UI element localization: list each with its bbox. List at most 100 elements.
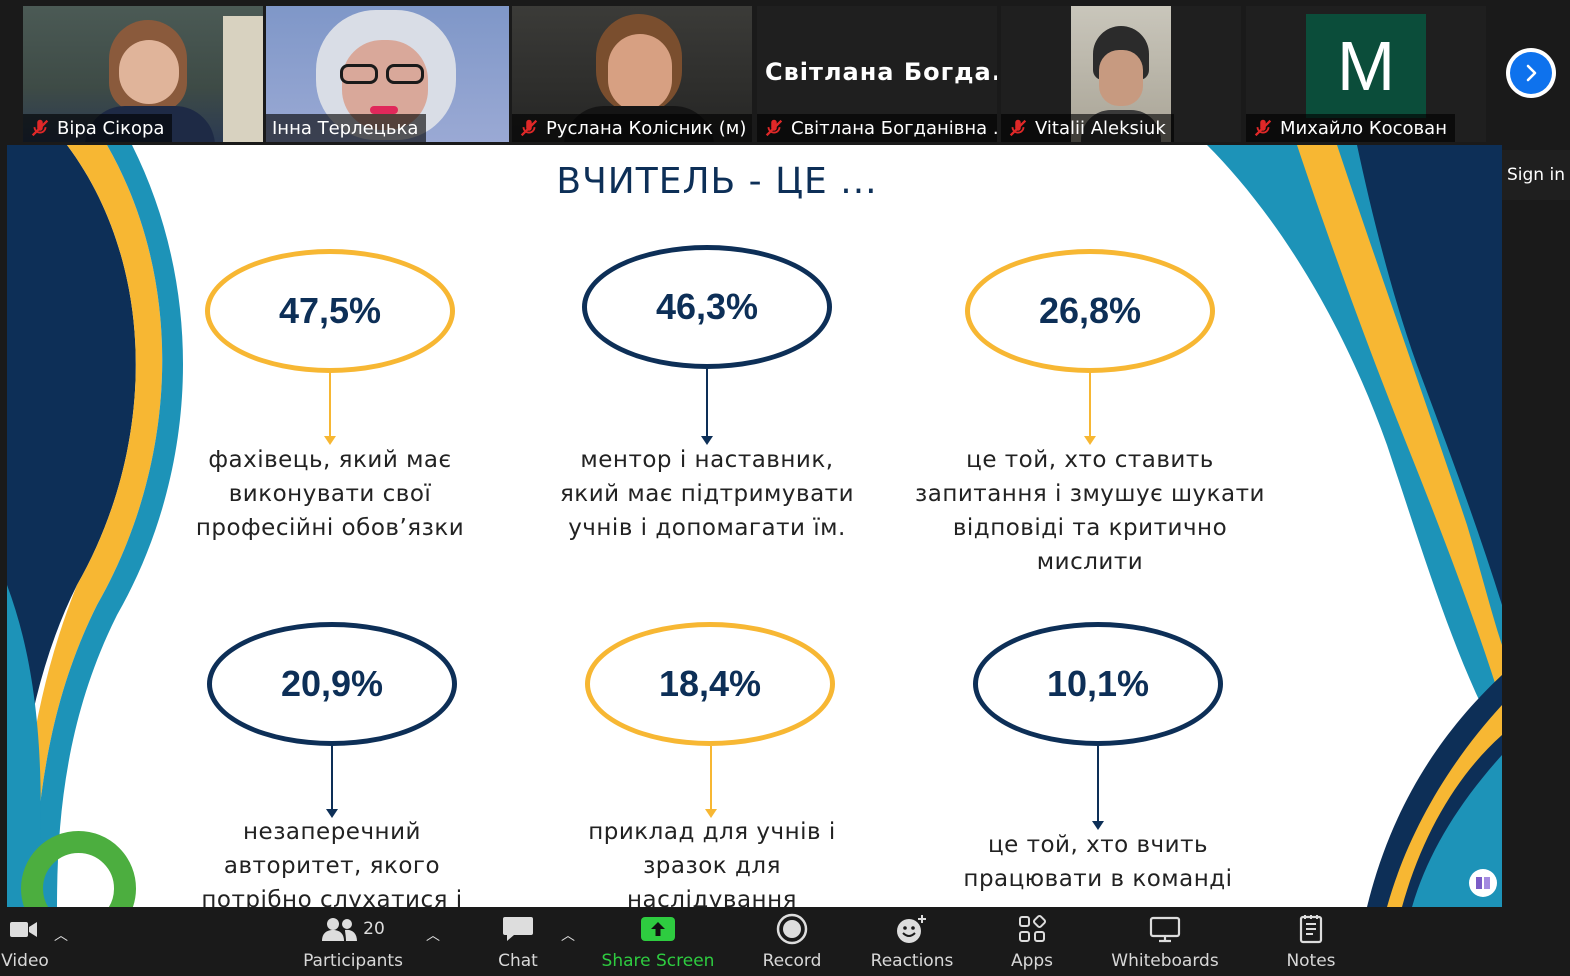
participant-name-tag: Інна Терлецька <box>266 114 427 142</box>
stat-description-line: працювати в команді <box>963 866 1233 892</box>
participant-name-tag: Руслана Колісник (м) <box>512 114 752 142</box>
mic-muted-icon <box>520 119 538 137</box>
stat-description-line: це той, хто вчить <box>987 832 1209 858</box>
video-options-caret-icon[interactable]: ︿ <box>54 928 68 944</box>
chevron-right-icon <box>1510 52 1552 94</box>
stat-oval: 26,8% <box>965 249 1215 373</box>
stat-description: це той, хто ставить запитання і змушує ш… <box>900 443 1280 579</box>
participant-name: Світлана Богданівна ... <box>791 117 997 139</box>
stat-description-line: зразок для <box>643 853 781 879</box>
participant-name: Vitalii Aleksiuk <box>1035 117 1166 139</box>
share-screen-button[interactable]: Share Screen <box>598 907 718 976</box>
stat-oval: 47,5% <box>205 249 455 373</box>
record-button[interactable]: Record <box>756 907 828 976</box>
next-page-button[interactable] <box>1506 48 1556 98</box>
stat-description-line: учнів і допомагати їм. <box>568 515 846 541</box>
arrow-down-icon <box>1084 373 1096 445</box>
chat-options-caret-icon[interactable]: ︿ <box>561 928 575 944</box>
stat-description: фахівець, який має виконувати свої профе… <box>180 443 480 545</box>
shared-slide: ВЧИТЕЛЬ - ЦЕ ... 47,5% фахівець, який ма… <box>7 145 1502 907</box>
video-camera-icon <box>10 907 40 951</box>
stat-description: ментор і наставник, який має підтримуват… <box>547 443 867 545</box>
mic-muted-icon <box>1009 119 1027 137</box>
participant-name: Руслана Колісник (м) <box>546 117 747 139</box>
mic-muted-icon <box>765 119 783 137</box>
stat-description-line: авторитет, якого <box>223 853 441 879</box>
arrow-down-icon <box>326 746 338 818</box>
apps-button[interactable]: Apps <box>1006 907 1058 976</box>
participant-tile[interactable]: Віра Сікора <box>23 6 263 142</box>
reactions-label: Reactions <box>870 951 954 971</box>
stat-description-line: запитання і змушує шукати <box>915 481 1265 507</box>
share-screen-label: Share Screen <box>601 951 715 971</box>
notes-label: Notes <box>1286 951 1336 971</box>
participants-count: 20 <box>363 919 385 939</box>
stat-oval: 10,1% <box>973 622 1223 746</box>
stat-description-line: виконувати свої <box>228 481 432 507</box>
whiteboard-icon <box>1149 907 1181 951</box>
record-label: Record <box>762 951 822 971</box>
chat-button[interactable]: Chat <box>493 907 543 976</box>
participant-strip: Віра Сікора Інна Терлецька Руслана Коліс… <box>0 0 1570 145</box>
apps-icon <box>1017 907 1047 951</box>
stat-description-line: приклад для учнів і <box>588 819 836 845</box>
participant-name-tag: Михайло Косован <box>1246 114 1455 142</box>
stat-oval: 46,3% <box>582 245 832 369</box>
chat-bubble-icon <box>502 907 534 951</box>
arrow-down-icon <box>324 373 336 445</box>
participant-tile[interactable]: Світлана Богда... Світлана Богданівна ..… <box>757 6 997 142</box>
participants-icon <box>322 918 358 941</box>
participants-icon-group: 20 <box>321 907 385 951</box>
participant-name: Михайло Косован <box>1280 117 1447 139</box>
stat-description-line: фахівець, який має <box>208 447 452 473</box>
stat-description-line: мислити <box>1036 549 1144 575</box>
chat-label: Chat <box>498 951 538 971</box>
participant-name: Віра Сікора <box>57 117 165 139</box>
record-icon <box>776 907 808 951</box>
participants-options-caret-icon[interactable]: ︿ <box>426 928 440 944</box>
participant-name: Інна Терлецька <box>272 117 419 139</box>
video-button[interactable]: Video <box>0 907 50 976</box>
arrow-down-icon <box>701 369 713 445</box>
apps-label: Apps <box>1010 951 1054 971</box>
participants-label: Participants <box>303 951 403 971</box>
video-label: Video <box>1 951 49 971</box>
stat-description: приклад для учнів і зразок для наслідува… <box>562 815 862 907</box>
mic-muted-icon <box>1254 119 1272 137</box>
stat-description: це той, хто вчить працювати в команді <box>948 828 1248 896</box>
participant-name-tag: Віра Сікора <box>23 114 173 142</box>
arrow-down-icon <box>705 746 717 818</box>
whiteboards-label: Whiteboards <box>1111 951 1219 971</box>
participant-video <box>23 6 263 142</box>
stat-description-line: це той, хто ставить <box>966 447 1214 473</box>
stat-description: незаперечний авторитет, якого потрібно с… <box>182 815 482 907</box>
arrow-down-icon <box>1092 746 1104 830</box>
notes-button[interactable]: Notes <box>1282 907 1340 976</box>
reactions-smiley-icon <box>895 907 929 951</box>
book-icon[interactable] <box>1469 869 1497 897</box>
whiteboards-button[interactable]: Whiteboards <box>1106 907 1224 976</box>
participant-tile-active[interactable]: Інна Терлецька <box>266 6 509 142</box>
stat-description-line: відповіді та критично <box>952 515 1228 541</box>
meeting-toolbar: Video ︿ 20 Participants ︿ Chat ︿ Share S… <box>0 907 1570 976</box>
slide-title: ВЧИТЕЛЬ - ЦЕ ... <box>556 161 878 202</box>
participant-name-tag: Світлана Богданівна ... <box>757 114 997 142</box>
stat-description-line: який має підтримувати <box>559 481 855 507</box>
stat-description-line: ментор і наставник, <box>580 447 834 473</box>
stat-description-line: професійні обов’язки <box>195 515 465 541</box>
mic-muted-icon <box>31 119 49 137</box>
notes-icon <box>1298 907 1324 951</box>
participant-tile[interactable]: M Михайло Косован <box>1246 6 1486 142</box>
participant-display-name: Світлана Богда... <box>765 58 997 86</box>
sign-in-button[interactable]: Sign in <box>1502 150 1570 200</box>
reactions-button[interactable]: Reactions <box>866 907 958 976</box>
participant-name-tag: Vitalii Aleksiuk <box>1001 114 1174 142</box>
participant-tile[interactable]: Руслана Колісник (м) <box>512 6 752 142</box>
avatar: M <box>1306 14 1426 118</box>
slide-wave-decoration <box>7 145 1502 907</box>
participant-tile[interactable]: Vitalii Aleksiuk <box>1001 6 1241 142</box>
stat-oval: 18,4% <box>585 622 835 746</box>
stat-description-line: потрібно слухатися і <box>201 887 463 907</box>
participants-button[interactable]: 20 Participants <box>300 907 406 976</box>
stat-description-line: незаперечний <box>243 819 421 845</box>
